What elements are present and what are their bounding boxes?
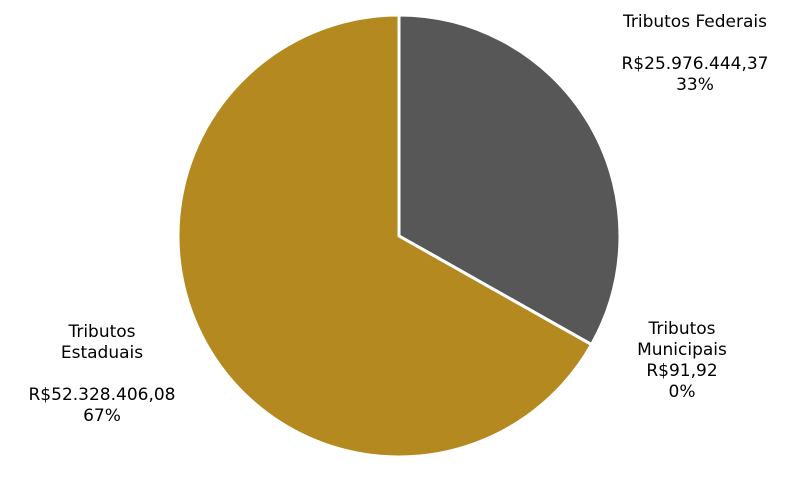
label-municipais-value: R$91,92	[646, 361, 718, 381]
pie-slices	[176, 13, 622, 459]
label-estaduais-name: Tributos Estaduais	[60, 322, 144, 363]
label-federais-percent: 33%	[676, 75, 714, 95]
label-federais-value: R$25.976.444,37	[621, 54, 769, 74]
label-tributos-estaduais: Tributos Estaduais R$52.328.406,08 67%	[12, 322, 192, 427]
label-tributos-municipais: Tributos Municipais R$91,92 0%	[612, 319, 752, 403]
label-tributos-federais: Tributos Federais R$25.976.444,37 33%	[600, 12, 790, 96]
label-municipais-percent: 0%	[668, 382, 696, 402]
slice-tributos-federais	[397, 13, 622, 347]
label-estaduais-value: R$52.328.406,08	[28, 385, 176, 405]
label-estaduais-percent: 67%	[83, 406, 121, 426]
label-municipais-name: Tributos Municipais	[637, 319, 727, 360]
slice-tributos-estaduais	[176, 13, 593, 459]
label-federais-name: Tributos Federais	[622, 12, 768, 32]
